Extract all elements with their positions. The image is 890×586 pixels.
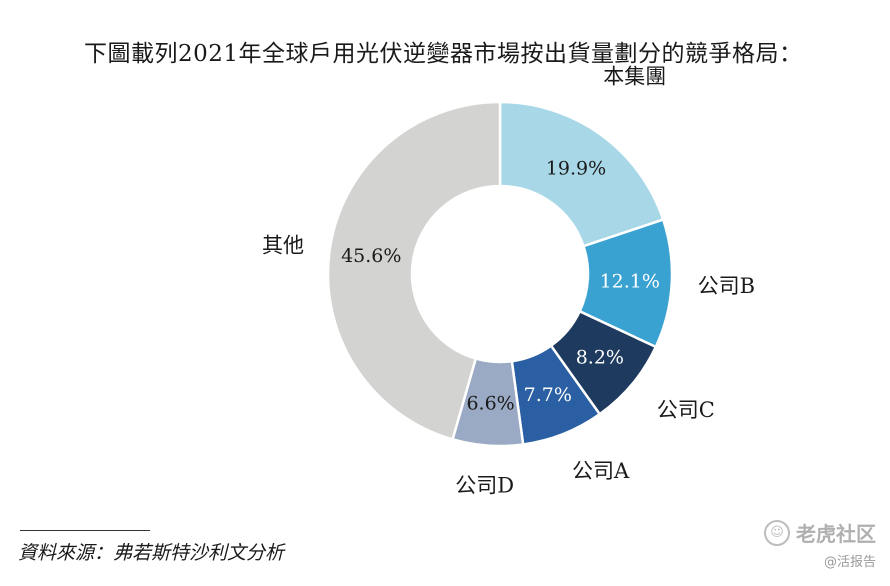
- watermark-handle: @活报告: [823, 555, 876, 570]
- source-note: 資料來源：弗若斯特沙利文分析: [18, 542, 285, 564]
- value-label-a: 7.7%: [524, 384, 572, 406]
- value-label-others: 45.6%: [341, 245, 401, 267]
- category-label-group: 本集團: [603, 65, 666, 89]
- value-label-b: 12.1%: [600, 271, 660, 293]
- source-divider: [20, 530, 150, 531]
- chart-title: 下圖載列2021年全球戶用光伏逆變器市場按出貨量劃分的競爭格局：: [84, 41, 803, 67]
- value-label-group: 19.9%: [546, 158, 606, 180]
- watermark-text: 老虎社区: [796, 522, 876, 546]
- category-label-c: 公司C: [657, 398, 715, 422]
- category-label-b: 公司B: [698, 274, 755, 298]
- slice-group: [498, 100, 665, 248]
- category-label-others: 其他: [262, 234, 304, 258]
- watermark-logo-icon: ☺: [764, 519, 790, 546]
- slice-others: [326, 100, 502, 441]
- value-label-c: 8.2%: [576, 346, 624, 368]
- watermark: ☺ 老虎社区 @活报告: [764, 518, 876, 570]
- value-label-d: 6.6%: [466, 393, 514, 415]
- category-label-a: 公司A: [572, 459, 630, 483]
- category-label-d: 公司D: [455, 473, 514, 497]
